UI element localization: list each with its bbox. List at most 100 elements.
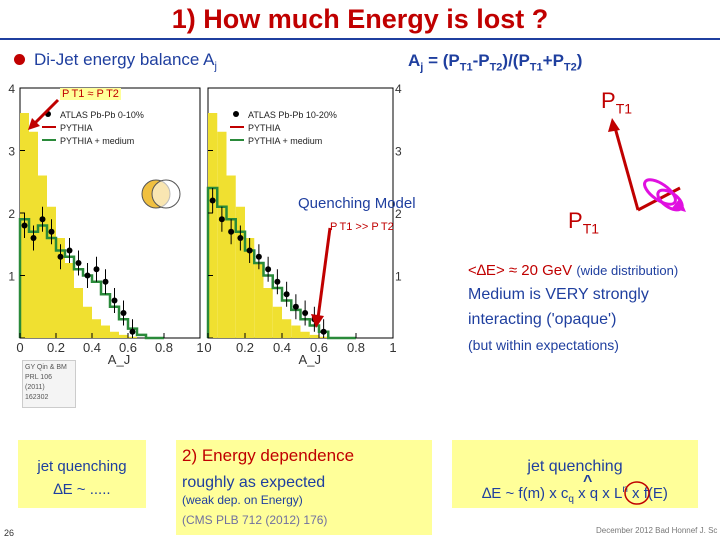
- atlas-point: [292, 303, 299, 310]
- legend-label: PYTHIA + medium: [60, 136, 134, 146]
- formula-t1b: T1: [529, 61, 543, 74]
- atlas-point: [320, 328, 327, 335]
- legend-marker: [233, 111, 239, 117]
- y-tick-label: 1: [395, 270, 402, 284]
- ref-line-2: PRL 106 (2011): [25, 374, 52, 391]
- legend-label: PYTHIA + medium: [248, 136, 322, 146]
- quenching-circles-icon: [141, 179, 181, 209]
- y-tick-label: 4: [8, 82, 15, 96]
- pythia-medium-line: [206, 186, 356, 340]
- delta-e-value: <∆E> ≈ 20 GeV: [468, 262, 573, 279]
- arrow-right: [316, 227, 332, 319]
- pt1-bottom-sub: T1: [582, 220, 600, 237]
- atlas-point: [75, 260, 82, 266]
- bullet-label-sub: j: [214, 60, 217, 73]
- atlas-point: [111, 297, 118, 304]
- atlas-point: [218, 216, 225, 223]
- quenching-model-label: Quenching Model: [298, 195, 416, 212]
- box-jet-quenching-right: jet quenching ∆E ~ f(m) x cq x q x Ln x …: [452, 440, 698, 508]
- pythia-bar: [119, 334, 128, 338]
- pythia-bar: [208, 113, 218, 338]
- jet-diagram: [608, 118, 686, 212]
- box-mid-line2: (weak dep. on Energy): [182, 493, 303, 507]
- formula-pre: ∆E ~ f(m) x c: [482, 485, 569, 502]
- pythia-bar: [282, 319, 292, 338]
- x-tick-label: 1: [196, 340, 203, 355]
- chart-10-20-percent: 0 0.2 0.4 0.6 0.8 1 1 2 3 4 A_J ATLAS Pb-Pb 10-20% P…: [204, 82, 402, 367]
- chart-0-10-percent: 0 0.2 0.4 0.6 0.8 1 1 2 3 4 A_J ATLAS Pb-Pb 0-10% PY…: [8, 82, 203, 367]
- legend-label: PYTHIA: [60, 123, 93, 133]
- page-number: 26: [4, 528, 15, 538]
- x-tick-label: 0.6: [310, 340, 328, 355]
- box-right-line2: ∆E ~ f(m) x cq x q x Ln x f(E): [452, 484, 698, 505]
- arrow-right-head: [311, 314, 324, 328]
- pythia-bar: [254, 263, 264, 338]
- pythia-bar: [38, 175, 47, 338]
- x-tick-label: 0.4: [83, 340, 101, 355]
- pythia-bar: [309, 334, 319, 338]
- formula-close: ): [576, 51, 583, 70]
- x-tick-label: 0.2: [236, 340, 254, 355]
- formula-mid: x q x L: [573, 485, 623, 502]
- formula-post: x f(E): [627, 485, 668, 502]
- box-jet-quenching-left: jet quenching ∆E ~ .....: [18, 440, 146, 508]
- x-axis-label: A_J: [108, 352, 130, 367]
- arrow-left: [30, 98, 60, 128]
- x-tick-label: 0.2: [47, 340, 65, 355]
- footer-text: December 2012 Bad Honnef J. Sc: [596, 526, 718, 535]
- qhat-caret-icon: ^: [583, 473, 593, 490]
- atlas-point: [228, 228, 235, 235]
- atlas-point: [246, 247, 253, 254]
- delta-e-paren: (wide distribution): [576, 263, 679, 278]
- x-tick-label: 0: [204, 340, 211, 355]
- box-left-line1: jet quenching: [37, 458, 127, 475]
- formula-t2: T2: [489, 61, 503, 74]
- pythia-bar: [110, 331, 119, 338]
- atlas-point: [274, 278, 281, 285]
- ref-line-3: 162302: [25, 394, 49, 401]
- box-energy-dependence: 2) Energy dependence roughly as expected…: [176, 440, 432, 535]
- atlas-point: [57, 253, 64, 260]
- formula-plus: +P: [542, 51, 564, 70]
- formula-t1: T1: [459, 61, 473, 74]
- pt1-bottom-label: PT1: [568, 208, 599, 236]
- medium-line-2: interacting ('opaque'): [468, 311, 616, 329]
- pt1-top-label: PT1: [601, 88, 632, 116]
- pythia-bar: [56, 238, 65, 338]
- formula-lhs: A: [408, 51, 421, 70]
- box-left-line2: ∆E ~ .....: [53, 481, 111, 498]
- box-mid-title: 2) Energy dependence: [182, 446, 355, 465]
- y-tick-label: 3: [395, 145, 402, 159]
- highlight-circle: [624, 481, 650, 505]
- pythia-bar: [245, 238, 255, 338]
- formula-cq-sub: q: [568, 494, 574, 505]
- quenched-jet-icon: [643, 178, 686, 212]
- bullet-label: Di-Jet energy balance A: [34, 50, 215, 69]
- x-tick-label: 0.8: [155, 340, 173, 355]
- y-tick-label: 3: [8, 145, 15, 159]
- formula-div: )/(P: [502, 51, 530, 70]
- y-tick-label: 2: [8, 207, 15, 221]
- ref-line-1: GY Qin & BM: [25, 364, 67, 371]
- y-tick-label: 1: [8, 270, 15, 284]
- pythia-bar: [92, 319, 101, 338]
- atlas-point: [302, 310, 309, 316]
- pt1-top-p: P: [601, 88, 616, 113]
- atlas-point: [209, 197, 216, 204]
- formula-lhs-sub: j: [420, 61, 424, 74]
- atlas-point: [120, 310, 127, 316]
- aj-formula: Aj = (PT1-PT2)/(PT1+PT2): [408, 51, 582, 73]
- x-tick-label: 0.8: [347, 340, 365, 355]
- jet-up: [612, 123, 640, 211]
- pythia-bar: [101, 325, 110, 338]
- pt-equal-label: P T1 ≈ P T2: [60, 88, 121, 100]
- pythia-bar: [272, 306, 282, 338]
- x-tick-label: 0.4: [273, 340, 291, 355]
- pythia-bar: [300, 331, 310, 338]
- y-tick-label: 2: [395, 207, 402, 221]
- pythia-bar: [217, 131, 227, 338]
- pythia-bar: [291, 325, 301, 338]
- aj-histograms: 0 0.2 0.4 0.6 0.8 1 1 2 3 4 A_J ATLAS Pb-Pb 0-10% PY…: [8, 82, 402, 367]
- box-right-line1: jet quenching: [527, 458, 623, 475]
- atlas-point: [255, 253, 262, 260]
